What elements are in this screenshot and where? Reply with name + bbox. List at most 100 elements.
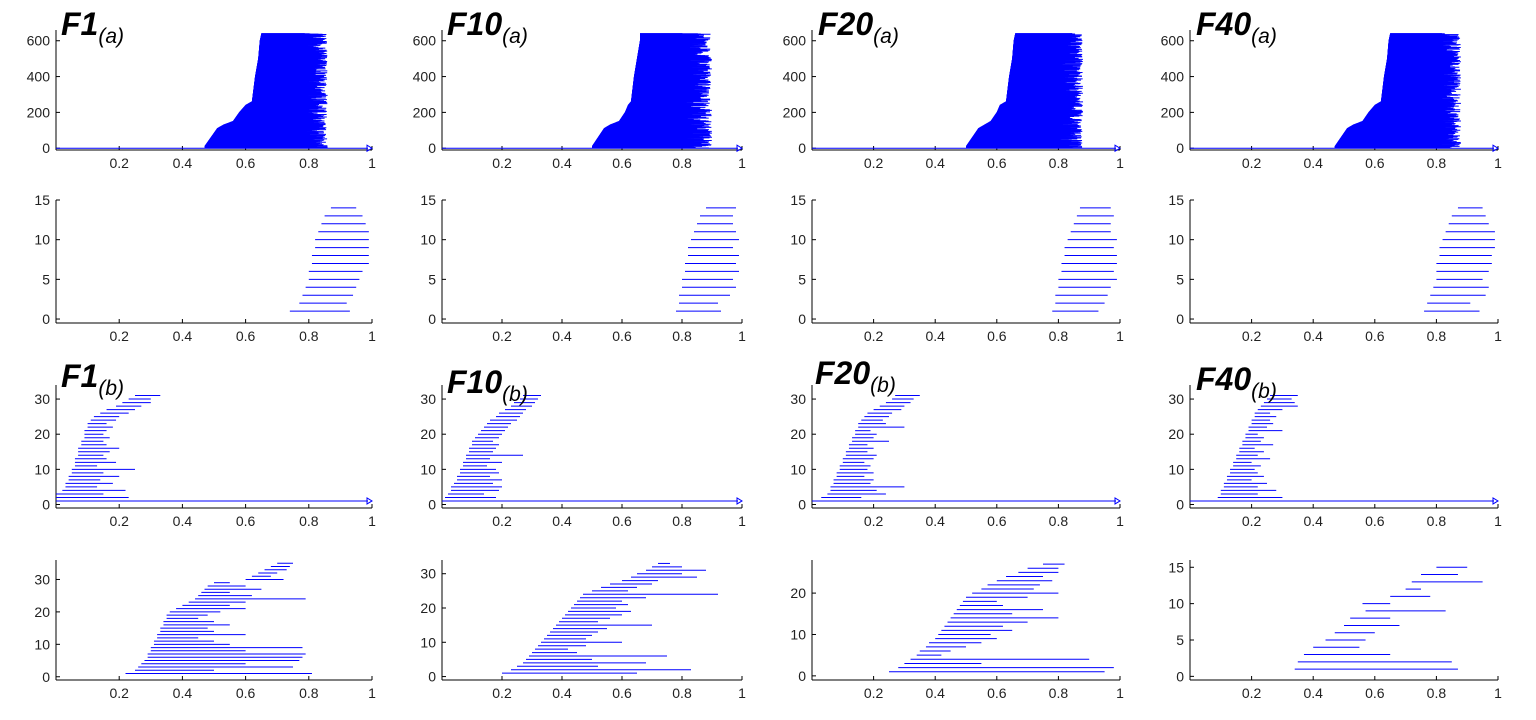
label-main: F40	[1196, 6, 1252, 42]
y-tick-label: 0	[42, 140, 50, 156]
panel-r1c4: 0.2 0.4 0.6 0.8 1 0 200 400 600	[1161, 30, 1502, 171]
infinite-bar-arrow	[366, 497, 373, 505]
label-col2-a: F10(a)	[447, 6, 528, 48]
y-tick-label: 20	[790, 426, 806, 442]
x-tick-label: 0.6	[1365, 155, 1385, 171]
x-tick-label: 0.6	[612, 155, 632, 171]
x-tick-label: 0.4	[173, 155, 193, 171]
y-tick-label: 200	[413, 104, 437, 120]
x-tick-label: 0.2	[1242, 155, 1262, 171]
y-tick-label: 0	[1176, 140, 1184, 156]
panel-r1c3: 0.2 0.4 0.6 0.8 1 0 200 400 600	[783, 30, 1124, 171]
x-tick-label: 0.4	[925, 513, 945, 529]
y-tick-label: 15	[34, 192, 50, 208]
y-tick-label: 600	[413, 33, 437, 49]
x-tick-label: 0.8	[1427, 685, 1447, 701]
infinite-bar-arrow	[366, 144, 373, 153]
y-tick-label: 30	[1168, 391, 1184, 407]
y-tick-label: 0	[428, 496, 436, 512]
x-tick-label: 0.6	[1365, 685, 1385, 701]
x-tick-label: 0.8	[1049, 328, 1069, 344]
infinite-bar-arrow	[1114, 497, 1121, 505]
y-tick-label: 30	[34, 391, 50, 407]
x-tick-label: 1	[1116, 685, 1124, 701]
x-tick-label: 0.2	[492, 328, 512, 344]
label-main: F10	[447, 364, 503, 400]
y-tick-label: 5	[1176, 271, 1184, 287]
x-tick-label: 0.2	[492, 155, 512, 171]
x-tick-label: 0.6	[612, 328, 632, 344]
x-tick-label: 1	[368, 685, 376, 701]
y-tick-label: 10	[790, 232, 806, 248]
label-sub: (a)	[502, 25, 528, 48]
x-tick-label: 0.6	[987, 513, 1007, 529]
y-tick-label: 600	[1161, 33, 1185, 49]
y-tick-label: 10	[790, 461, 806, 477]
panel-r1c1: 0.2 0.4 0.6 0.8 1 0 200 400 600	[27, 30, 376, 171]
y-tick-label: 10	[420, 232, 436, 248]
x-tick-label: 0.2	[109, 685, 129, 701]
x-tick-label: 0.2	[1242, 328, 1262, 344]
x-tick-label: 1	[738, 155, 746, 171]
x-tick-label: 0.2	[864, 155, 884, 171]
y-tick-label: 400	[1161, 69, 1185, 85]
label-main: F10	[447, 6, 503, 42]
label-col1-b: F1(b)	[61, 358, 124, 400]
x-tick-label: 0.8	[1427, 328, 1447, 344]
y-tick-label: 400	[783, 69, 807, 85]
y-tick-label: 10	[1168, 461, 1184, 477]
y-tick-label: 0	[1176, 496, 1184, 512]
label-sub: (a)	[98, 25, 125, 48]
x-tick-label: 0.8	[299, 155, 319, 171]
x-tick-label: 0.6	[987, 685, 1007, 701]
label-sub: (b)	[502, 383, 528, 406]
x-tick-label: 0.4	[552, 155, 572, 171]
y-tick-label: 20	[34, 426, 50, 442]
x-tick-label: 0.4	[173, 685, 193, 701]
x-tick-label: 0.2	[492, 685, 512, 701]
x-tick-label: 0.8	[672, 685, 692, 701]
infinite-bar-arrow	[1492, 144, 1499, 153]
x-tick-label: 0.4	[925, 328, 945, 344]
y-tick-label: 5	[1176, 632, 1184, 648]
x-tick-label: 0.2	[109, 328, 129, 344]
y-tick-label: 400	[27, 69, 51, 85]
label-col4-b: F40(b)	[1196, 361, 1277, 403]
y-tick-label: 200	[27, 104, 51, 120]
label-sub: (b)	[98, 377, 125, 400]
y-tick-label: 0	[428, 311, 436, 327]
x-tick-label: 1	[1494, 513, 1502, 529]
x-tick-label: 0.4	[1303, 328, 1323, 344]
label-col1-a: F1(a)	[61, 6, 124, 48]
x-tick-label: 0.4	[552, 685, 572, 701]
x-tick-label: 0.2	[864, 328, 884, 344]
x-tick-label: 1	[1494, 155, 1502, 171]
x-tick-label: 0.2	[109, 513, 129, 529]
x-tick-label: 0.6	[236, 328, 256, 344]
y-tick-label: 30	[34, 571, 50, 587]
x-tick-label: 0.8	[1049, 513, 1069, 529]
x-tick-label: 0.6	[612, 685, 632, 701]
x-tick-label: 0.2	[864, 685, 884, 701]
label-col3-a: F20(a)	[818, 6, 899, 48]
x-tick-label: 0.6	[987, 155, 1007, 171]
x-tick-label: 1	[1116, 328, 1124, 344]
y-tick-label: 600	[27, 33, 51, 49]
x-tick-label: 0.8	[299, 513, 319, 529]
label-sub: (b)	[1251, 380, 1277, 403]
y-tick-label: 10	[420, 634, 436, 650]
x-tick-label: 0.6	[987, 328, 1007, 344]
x-tick-label: 0.8	[672, 513, 692, 529]
label-col3-b: F20(b)	[815, 355, 896, 397]
label-main: F1	[61, 358, 99, 394]
y-tick-label: 10	[34, 636, 50, 652]
y-tick-label: 20	[790, 585, 806, 601]
y-tick-label: 15	[1168, 559, 1184, 575]
